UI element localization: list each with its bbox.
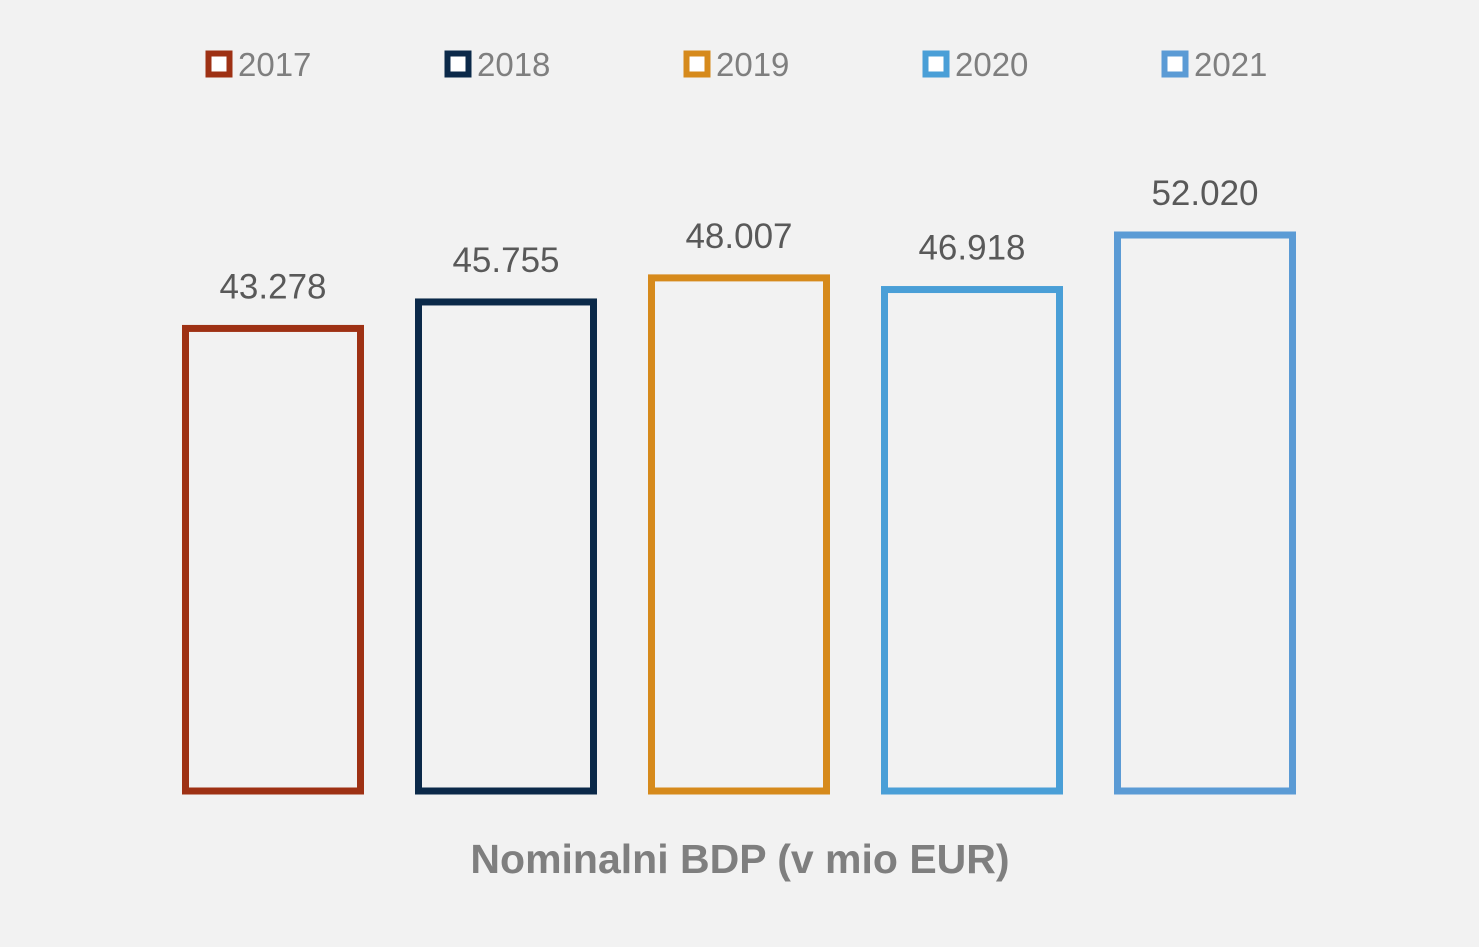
legend-label-2017: 2017 bbox=[238, 46, 311, 83]
legend-swatch-2019 bbox=[683, 50, 711, 78]
legend-swatch-2020 bbox=[922, 50, 950, 78]
legend-item-2019: 2019 bbox=[683, 46, 789, 83]
legend-item-2021: 2021 bbox=[1161, 46, 1267, 83]
legend-swatch-2021 bbox=[1161, 50, 1189, 78]
bars bbox=[182, 231, 1296, 795]
legend-label-2021: 2021 bbox=[1194, 46, 1267, 83]
bar-2017 bbox=[182, 324, 364, 795]
legend-label-2018: 2018 bbox=[477, 46, 550, 83]
legend-label-2019: 2019 bbox=[716, 46, 789, 83]
data-labels: 43.278 45.755 48.007 46.918 52.020 bbox=[219, 174, 1258, 306]
legend-item-2018: 2018 bbox=[444, 46, 550, 83]
bar-2019 bbox=[648, 274, 830, 795]
data-label-2017: 43.278 bbox=[219, 267, 326, 306]
data-label-2020: 46.918 bbox=[918, 229, 1025, 268]
legend-item-2017: 2017 bbox=[205, 46, 311, 83]
data-label-2019: 48.007 bbox=[685, 217, 792, 256]
legend-swatch-2017 bbox=[205, 50, 233, 78]
legend-item-2020: 2020 bbox=[922, 46, 1028, 83]
bar-2020 bbox=[881, 286, 1063, 795]
legend-swatch-2018 bbox=[444, 50, 472, 78]
data-label-2021: 52.020 bbox=[1151, 174, 1258, 213]
data-label-2018: 45.755 bbox=[452, 241, 559, 280]
bar-2018 bbox=[415, 298, 597, 795]
bar-2021 bbox=[1114, 231, 1296, 795]
legend: 2017 2018 2019 2020 2021 bbox=[205, 46, 1267, 83]
x-axis-title: Nominalni BDP (v mio EUR) bbox=[470, 836, 1009, 882]
legend-label-2020: 2020 bbox=[955, 46, 1028, 83]
